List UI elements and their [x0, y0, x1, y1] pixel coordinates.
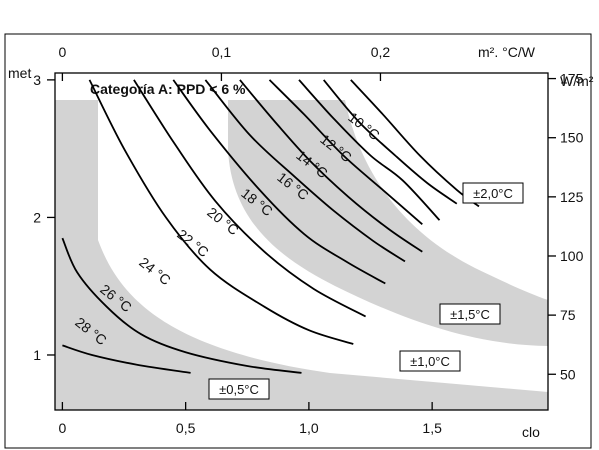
isotherm-label-7: 24 °C: [136, 254, 174, 288]
y-right-tick-label: 150: [560, 130, 584, 146]
x-top-axis-label: m². °C/W: [478, 44, 536, 60]
isotherm-curve-5: [204, 79, 406, 263]
y-right-tick-label: 125: [560, 189, 584, 205]
isotherm-curve-1: [323, 79, 458, 205]
figure-border: [4, 33, 592, 449]
tolerance-box-2-0: ±2,0°C: [462, 182, 524, 204]
y-right-tick-label: 100: [560, 248, 584, 264]
y-right-tick-label: 50: [560, 366, 576, 382]
isotherm-curve-4: [239, 79, 423, 253]
x-bottom-tick-label: 0,5: [176, 420, 196, 436]
isotherm-curve-8: [88, 79, 354, 345]
x-top-axis-label-text: m². °C/W: [478, 44, 536, 60]
y-left-tick-label: 2: [33, 209, 41, 225]
y-right-axis-label: W/m²: [560, 73, 594, 89]
tolerance-band-1: [228, 100, 548, 346]
x-bottom-axis-label: clo: [522, 424, 540, 440]
y-left-tick-label: 1: [33, 347, 41, 363]
isotherm-curve-7: [133, 79, 367, 318]
isotherm-curve-9: [61, 237, 302, 374]
isotherm-curve-3: [268, 79, 423, 225]
y-right-tick-label: 175: [560, 71, 584, 87]
tolerance-box-1-5: ±1,5°C: [439, 303, 501, 325]
isotherm-curves: [61, 79, 480, 374]
isotherm-curve-10: [62, 344, 191, 374]
tolerance-label-1-0: ±1,0°C: [410, 354, 450, 369]
x-top-tick-label: 0,2: [371, 44, 391, 60]
tolerance-label-2-0: ±2,0°C: [473, 186, 513, 201]
x-bottom-tick-label: 1,5: [422, 420, 442, 436]
tolerance-box-1-0: ±1,0°C: [399, 350, 461, 372]
y-left-axis-label: met: [8, 65, 31, 81]
axis-ticks: 0 0,5 1,0 1,5 0 0,1 0,2 1 2 3 50 75 100 125 150 175: [33, 44, 583, 436]
x-top-tick-label: 0: [58, 44, 66, 60]
tolerance-box-0-5: ±0,5°C: [208, 378, 270, 400]
tolerance-label-1-5: ±1,5°C: [450, 307, 490, 322]
tolerance-band-0: [55, 100, 548, 410]
x-bottom-tick-label: 1,0: [299, 420, 319, 436]
isotherm-curve-2: [298, 79, 441, 221]
chart-title: Categoría A: PPD < 6 %: [90, 81, 246, 97]
tolerance-bands: [55, 100, 548, 410]
y-left-tick-label: 3: [33, 72, 41, 88]
y-right-tick-label: 75: [560, 307, 576, 323]
plot-frame: [54, 72, 549, 411]
isotherm-curve-6: [172, 79, 386, 285]
x-bottom-tick-label: 0: [58, 420, 66, 436]
tolerance-label-0-5: ±0,5°C: [219, 382, 259, 397]
isotherm-label-6: 22 °C: [174, 226, 212, 260]
x-top-tick-label: 0,1: [212, 44, 232, 60]
